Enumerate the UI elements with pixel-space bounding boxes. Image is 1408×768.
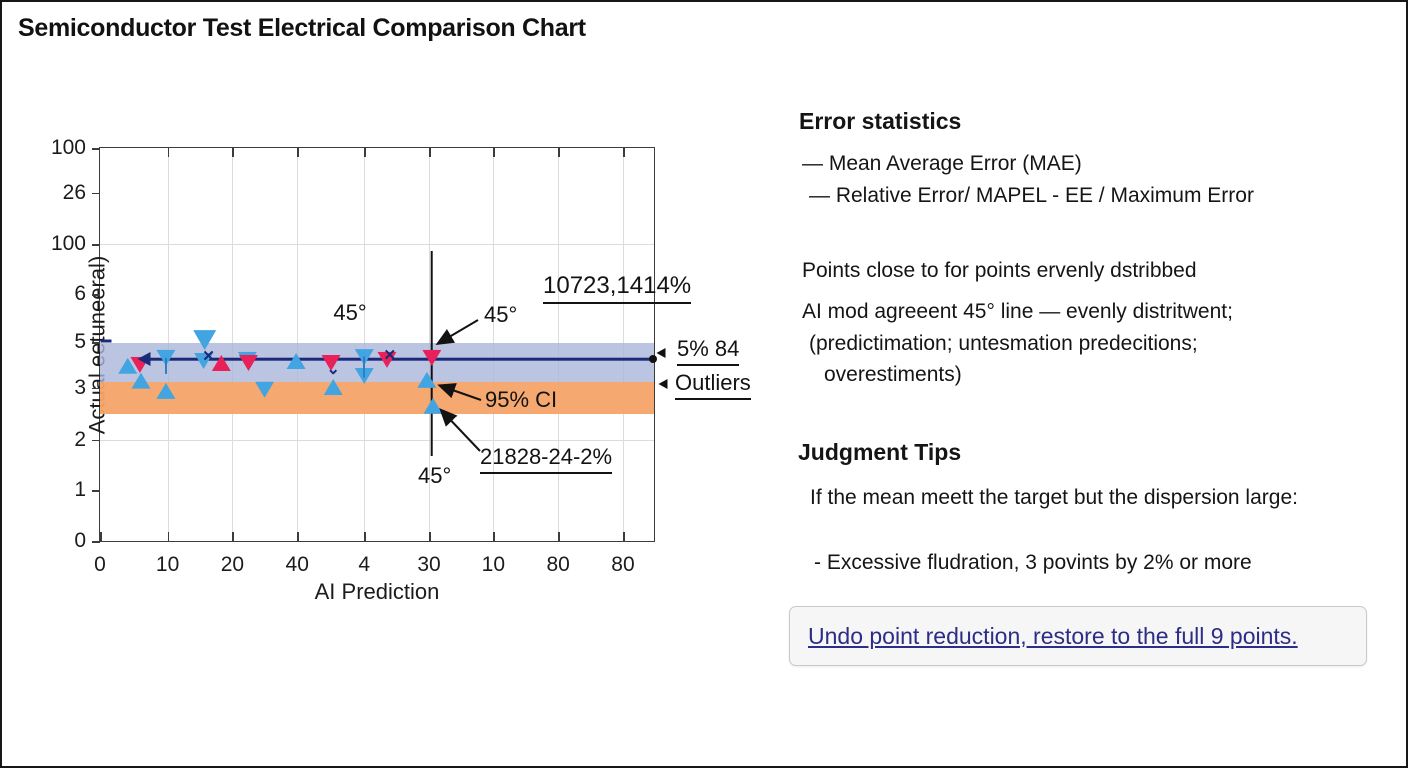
left-arrowhead <box>656 348 666 359</box>
note-agreement-line-2: (predictimation; untesmation predecition… <box>809 332 1198 355</box>
axis-tick-top <box>297 148 299 157</box>
axis-tick-left <box>92 342 100 344</box>
axis-tick-top <box>167 148 170 157</box>
mean-line <box>143 358 654 361</box>
x-tick-label: 20 <box>220 553 245 576</box>
axis-tick-left <box>92 148 100 150</box>
annotation-95ci: 95% CI <box>485 387 558 412</box>
gridline-horizontal <box>100 244 654 246</box>
x-tick-label: 80 <box>611 553 635 576</box>
error-stat-item-relative: — Relative Error/ MAPEL - EE / Maximum E… <box>809 184 1254 207</box>
note-agreement-line-3: overestiments) <box>824 363 962 386</box>
x-mark: ✕ <box>202 347 215 365</box>
marker-stem <box>363 357 366 378</box>
y-tick-label: 0 <box>74 529 86 552</box>
judgment-tips-heading: Judgment Tips <box>798 439 962 465</box>
y-tick-label: 5 <box>74 330 86 354</box>
axis-tick-top <box>622 148 625 157</box>
axis-tick-top <box>232 148 234 157</box>
mean-line-left-arrowhead <box>137 352 151 367</box>
axis-tick-top <box>558 148 560 157</box>
plot-area: AI Prediction Actual eetuneeral) 45° 45°… <box>51 136 751 604</box>
annotation-45-left: 45° <box>333 300 367 325</box>
axis-tick-bottom <box>493 532 495 541</box>
page-title: Semiconductor Test Electrical Comparison… <box>18 14 586 42</box>
error-statistics-heading: Error statistics <box>799 108 962 134</box>
axis-tick-top <box>493 148 495 157</box>
marker-stem <box>164 357 167 374</box>
y-tick-label: 6 <box>74 282 86 306</box>
annotation-outliers: Outliers <box>675 370 751 400</box>
y-tick-label: 100 <box>50 232 86 256</box>
axis-tick-top <box>364 148 366 157</box>
axis-tick-bottom <box>167 532 170 541</box>
y-tick-label: 1 <box>74 478 86 502</box>
x-tick-label: 10 <box>155 553 180 576</box>
axis-tick-bottom <box>622 532 625 541</box>
annotation-45-right: 45° <box>484 302 518 327</box>
undo-point-reduction-button[interactable]: Undo point reduction, restore to the ful… <box>789 606 1367 666</box>
annotation-top-percent: 10723,1414% <box>543 272 692 304</box>
gridline-horizontal <box>100 439 654 441</box>
dash-mark <box>100 339 112 343</box>
y-tick-label: 3 <box>74 375 86 399</box>
axis-tick-bottom <box>558 532 560 541</box>
y-tick-label: 26 <box>62 180 86 204</box>
judgment-line: If the mean meett the target but the dis… <box>810 486 1298 509</box>
ci-band-orange <box>100 381 654 414</box>
error-stat-item-mae: — Mean Average Error (MAE) <box>802 152 1082 175</box>
y-tick-label: 2 <box>74 427 86 451</box>
chevron-down-mark: ⌄ <box>326 360 340 378</box>
axis-tick-left <box>92 490 100 492</box>
ci-band-blue <box>100 342 654 382</box>
x-mark: ✕ <box>383 347 397 365</box>
line-end-dot <box>648 355 657 364</box>
annotation-5pct-84: 5% 84 <box>677 336 740 366</box>
axis-tick-top <box>429 148 431 157</box>
note-agreement-line-1: AI mod agreeent 45° line — evenly distri… <box>802 300 1233 323</box>
x-tick-label: 30 <box>417 553 441 576</box>
axis-tick-bottom <box>100 532 102 541</box>
left-arrowhead <box>658 378 668 389</box>
axis-tick-left <box>92 294 100 296</box>
axis-tick-bottom <box>429 532 431 541</box>
x-tick-label: 40 <box>285 553 309 576</box>
x-tick-label: 10 <box>481 553 506 576</box>
x-tick-label: 0 <box>94 553 106 576</box>
axis-tick-left <box>92 192 100 195</box>
y-tick-label: 100 <box>50 136 86 159</box>
annotation-45-bottom: 45° <box>418 463 452 488</box>
x-tick-label: 4 <box>358 553 371 576</box>
note-points-distribution: Points close to for points ervenly dstri… <box>802 259 1197 282</box>
judgment-bullet: - Excessive fludration, 3 povints by 2% … <box>814 551 1252 574</box>
x-tick-label: 80 <box>546 553 570 576</box>
axis-tick-bottom <box>297 532 299 541</box>
undo-button-label: Undo point reduction, restore to the ful… <box>808 622 1298 649</box>
axis-tick-left <box>92 439 100 442</box>
axis-tick-left <box>92 387 100 390</box>
axis-tick-left <box>92 541 100 543</box>
axis-tick-left <box>92 244 100 246</box>
axis-tick-bottom <box>232 532 234 541</box>
x-axis-title: AI Prediction <box>314 579 440 604</box>
axis-tick-bottom <box>364 532 366 541</box>
annotation-low-percent: 21828-24-2% <box>480 444 613 474</box>
